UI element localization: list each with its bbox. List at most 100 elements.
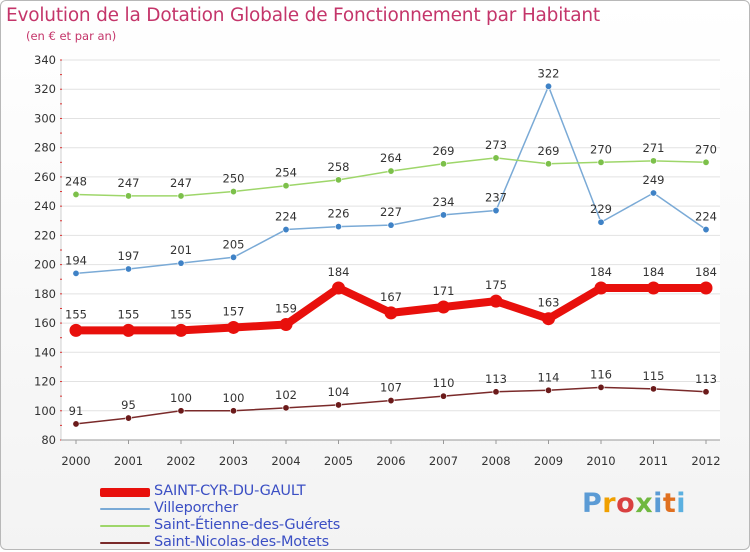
series-saint-cyr-du-gault: 155 155 155 157 159 184 167 171 175 163 184 184 184: [65, 265, 717, 337]
series-saint-tienne-des-gu-rets: 248 247 247 250 254 258 264 269 273 269 270 271 270: [65, 138, 717, 200]
data-point: [125, 265, 133, 273]
data-point: [125, 414, 133, 422]
data-point: [544, 160, 552, 168]
data-label: 224: [275, 210, 297, 224]
data-label: 250: [223, 172, 245, 186]
x-tick-label: 2002: [166, 454, 195, 468]
data-label: 115: [643, 369, 665, 383]
data-point: [72, 190, 80, 198]
data-point: [387, 221, 395, 229]
y-tick-label: 340: [34, 53, 56, 67]
series-villeporcher: 194 197 201 205 224 226 227 234 237 322 229 249 224: [65, 66, 717, 277]
data-label: 104: [328, 385, 350, 399]
data-point: [702, 158, 710, 166]
data-label: 269: [538, 144, 560, 158]
data-label: 227: [380, 205, 402, 219]
data-point: [492, 388, 500, 396]
data-point: [177, 192, 185, 200]
y-tick-label: 200: [34, 258, 56, 272]
data-point: [69, 323, 83, 337]
data-point: [387, 167, 395, 175]
x-tick-label: 2011: [639, 454, 668, 468]
data-point: [334, 223, 342, 231]
x-tick-label: 2004: [271, 454, 300, 468]
data-label: 201: [170, 243, 192, 257]
data-label: 248: [65, 174, 87, 188]
data-label: 197: [118, 249, 140, 263]
legend-label: Saint-Nicolas-des-Motets: [154, 534, 329, 550]
data-label: 184: [590, 265, 612, 279]
data-label: 254: [275, 166, 297, 180]
data-label: 271: [643, 141, 665, 155]
x-tick-label: 2012: [691, 454, 720, 468]
data-label: 100: [223, 391, 245, 405]
data-label: 247: [170, 176, 192, 190]
legend-swatch: [100, 508, 150, 510]
data-point: [279, 318, 293, 332]
y-tick-label: 320: [34, 82, 56, 96]
data-point: [282, 226, 290, 234]
data-point: [177, 407, 185, 415]
data-label: 167: [380, 290, 402, 304]
data-label: 237: [485, 191, 507, 205]
data-label: 224: [695, 210, 717, 224]
legend-swatch: [100, 525, 150, 527]
data-label: 157: [223, 304, 245, 318]
data-point: [384, 306, 398, 320]
data-point: [542, 312, 555, 326]
data-point: [230, 188, 238, 196]
data-label: 171: [433, 284, 455, 298]
data-label: 184: [328, 265, 350, 279]
data-label: 269: [433, 144, 455, 158]
data-label: 264: [380, 151, 402, 165]
x-tick-label: 2003: [219, 454, 248, 468]
proxiti-logo: Proxiti: [582, 488, 687, 519]
data-point: [492, 207, 500, 215]
x-tick-label: 2000: [61, 454, 90, 468]
data-point: [125, 192, 133, 200]
y-tick-label: 180: [34, 287, 56, 301]
legend-swatch: [100, 542, 150, 544]
data-label: 270: [695, 142, 717, 156]
x-tick-label: 2009: [534, 454, 563, 468]
data-point: [439, 211, 447, 219]
y-tick-label: 100: [34, 404, 56, 418]
data-point: [489, 294, 503, 308]
data-label: 116: [590, 367, 612, 381]
data-point: [702, 388, 710, 396]
data-point: [597, 158, 605, 166]
data-label: 163: [538, 296, 560, 310]
x-tick-label: 2001: [114, 454, 143, 468]
data-label: 110: [433, 376, 455, 390]
data-point: [594, 281, 608, 295]
y-tick-label: 140: [34, 345, 56, 359]
data-point: [699, 281, 713, 295]
y-tick-label: 160: [34, 316, 56, 330]
data-point: [72, 420, 80, 428]
y-tick-label: 120: [34, 375, 56, 389]
data-point: [437, 300, 450, 314]
data-label: 113: [695, 372, 717, 386]
data-label: 100: [170, 391, 192, 405]
data-point: [649, 157, 657, 165]
data-label: 184: [643, 265, 665, 279]
chart-subtitle: (en € et par an): [26, 29, 117, 43]
data-label: 95: [121, 398, 136, 412]
data-point: [230, 407, 238, 415]
data-point: [72, 269, 80, 277]
data-point: [597, 383, 605, 391]
data-label: 175: [485, 278, 507, 292]
data-point: [334, 401, 342, 409]
data-point: [174, 323, 188, 337]
y-tick-label: 300: [34, 111, 56, 125]
data-point: [544, 82, 552, 90]
data-label: 205: [223, 237, 245, 251]
x-tick-label: 2007: [429, 454, 458, 468]
data-point: [439, 392, 447, 400]
y-tick-label: 240: [34, 199, 56, 213]
data-point: [332, 281, 345, 295]
y-tick-label: 260: [34, 170, 56, 184]
data-point: [387, 397, 395, 405]
data-point: [647, 281, 660, 295]
data-label: 114: [538, 370, 560, 384]
